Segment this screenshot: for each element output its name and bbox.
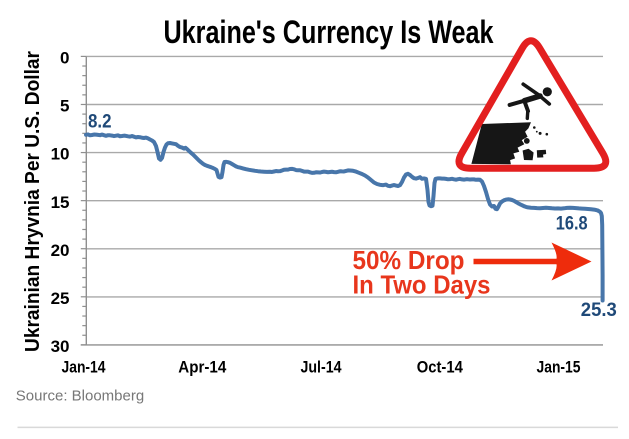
svg-text:Ukrainian Hryvnia Per U.S. Dol: Ukrainian Hryvnia Per U.S. Dollar: [22, 51, 44, 352]
svg-text:0: 0: [60, 49, 69, 68]
svg-text:25: 25: [51, 289, 70, 308]
svg-text:8.2: 8.2: [88, 112, 112, 133]
svg-text:20: 20: [51, 241, 70, 260]
svg-text:25.3: 25.3: [581, 300, 617, 321]
svg-text:16.8: 16.8: [556, 213, 588, 234]
svg-text:15: 15: [51, 193, 70, 212]
svg-text:Jul-14: Jul-14: [301, 358, 342, 377]
svg-text:Ukraine's Currency Is Weak: Ukraine's Currency Is Weak: [164, 14, 494, 50]
svg-text:5: 5: [60, 97, 69, 116]
svg-text:Jan-15: Jan-15: [537, 358, 581, 377]
svg-text:Jan-14: Jan-14: [62, 358, 106, 377]
svg-text:10: 10: [51, 145, 70, 164]
svg-text:Apr-14: Apr-14: [178, 358, 226, 377]
svg-text:30: 30: [51, 337, 70, 356]
svg-text:Source: Bloomberg: Source: Bloomberg: [16, 388, 144, 405]
svg-text:Oct-14: Oct-14: [417, 358, 463, 377]
svg-text:In Two Days: In Two Days: [353, 270, 491, 300]
svg-text:50% Drop: 50% Drop: [353, 245, 465, 275]
